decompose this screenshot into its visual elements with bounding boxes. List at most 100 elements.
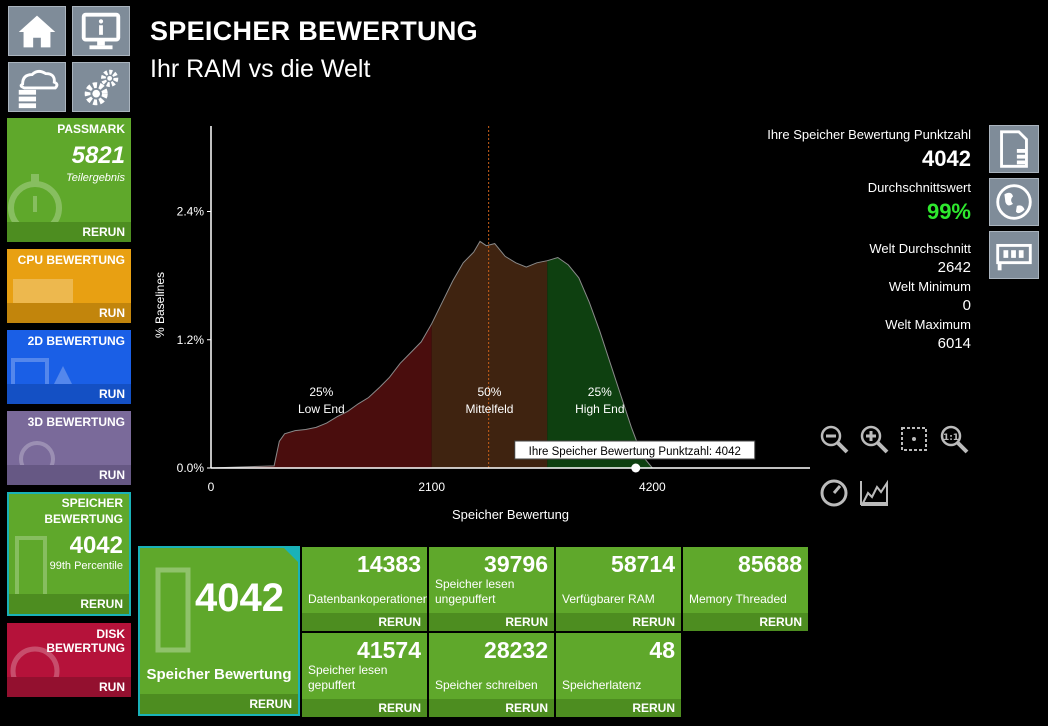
disk-title-2: BEWERTUNG [46,641,125,655]
subtest-label: Speicherlatenz [562,678,642,692]
chart-segment-percent: 25% [588,385,612,399]
3d-run-button[interactable]: RUN [7,465,131,485]
globe-icon[interactable] [989,178,1039,226]
page-title: SPEICHER BEWERTUNG [150,16,478,46]
svg-text:1:1: 1:1 [943,433,959,443]
subtest-rerun-button[interactable]: RERUN [683,613,808,631]
main-score-tile[interactable]: 4042 Speicher Bewertung RERUN [138,546,300,716]
memory-sub: 99th Percentile [49,560,123,572]
distribution-chart[interactable]: 0.0% 1.2% 2.4% 0 2100 4200 Speicher Bewertung%… [150,118,830,530]
subtest-value: 58714 [611,551,675,577]
subtest-tile[interactable]: 48 Speicherlatenz RERUN [556,633,681,717]
zoom-reset-icon[interactable]: 1:1 [938,423,970,455]
chart-y-tick-label: 0.0% [177,461,205,475]
report-icon[interactable] [989,125,1039,173]
chart-marker-tooltip-box [514,440,756,460]
2d-run-button[interactable]: RUN [7,384,131,404]
subtest-label: Speicher lesen gepuffert [308,663,388,692]
zoom-in-icon[interactable] [858,423,890,455]
main-score-label: Speicher Bewertung [146,666,292,683]
zoom-out-icon[interactable] [818,423,850,455]
home-icon[interactable] [8,6,66,56]
subtest-tile[interactable]: 14383 Datenbankoperationen RERUN [302,547,427,631]
cpu-tile[interactable]: CPU BEWERTUNG RUN [7,249,131,323]
chart-segment-area [211,323,432,468]
subtest-value: 85688 [738,551,802,577]
subtest-rerun-button[interactable]: RERUN [302,613,427,631]
chart-segment-name: High End [575,402,624,416]
average-label: Durchschnittswert [867,180,971,195]
subtest-value: 39796 [484,551,548,577]
world-average-label: Welt Durchschnitt [869,241,971,256]
disk-run-button[interactable]: RUN [7,677,131,697]
chart-distribution-line [210,240,810,469]
chart-y-tick-label: 1.2% [177,333,205,347]
world-minimum-value: 0 [962,297,971,314]
3d-tile[interactable]: 3D BEWERTUNG RUN [7,411,131,485]
chart-segment-area [431,241,548,468]
gears-icon[interactable] [72,62,130,112]
ram-card-icon[interactable] [989,231,1039,279]
subtest-label: Memory Threaded [689,592,787,606]
chart-y-axis-label: % Baselines [153,272,167,338]
2d-title: 2D BEWERTUNG [27,334,125,348]
subtest-value: 28232 [484,637,548,663]
world-average-value: 2642 [937,259,971,276]
world-maximum-value: 6014 [937,335,971,352]
chart-x-axis-label: Speicher Bewertung [452,507,569,522]
subtest-rerun-button[interactable]: RERUN [556,699,681,717]
selection-corner [284,548,298,562]
memory-title-2: BEWERTUNG [44,512,123,526]
passmark-sub: Teilergebnis [66,172,125,184]
cpu-run-button[interactable]: RUN [7,303,131,323]
chart-x-tick-label: 4200 [639,480,666,494]
ram-stick-icon [155,567,191,653]
passmark-title: PASSMARK [57,122,125,136]
subtest-rerun-button[interactable]: RERUN [429,613,554,631]
passmark-rerun-button[interactable]: RERUN [7,222,131,242]
memory-title-1: SPEICHER [61,496,123,510]
subtest-rerun-button[interactable]: RERUN [429,699,554,717]
subtest-label: Speicher schreiben [435,678,538,692]
chart-segment-area [547,257,810,468]
world-minimum-label: Welt Minimum [888,279,971,294]
passmark-score: 5821 [71,142,125,169]
subtest-tile[interactable]: 41574 Speicher lesen gepuffert RERUN [302,633,427,717]
memory-rerun-button[interactable]: RERUN [9,594,129,614]
chart-y-tick-label: 2.4% [177,205,205,219]
cloud-database-icon[interactable] [8,62,66,112]
your-score-value: 4042 [922,146,971,171]
chart-marker-tooltip-text: Ihre Speicher Bewertung Punktzahl: 4042 [529,446,741,458]
subtest-tile[interactable]: 28232 Speicher schreiben RERUN [429,633,554,717]
subtest-value: 14383 [357,551,421,577]
subtest-label: Datenbankoperationen [308,592,427,606]
disk-tile[interactable]: DISK BEWERTUNG RUN [7,623,131,697]
average-value: 99% [926,199,971,224]
page-subtitle: Ihr RAM vs die Welt [150,55,371,83]
memory-score: 4042 [69,532,123,559]
main-rerun-button[interactable]: RERUN [140,694,298,714]
gauge-icon[interactable] [818,477,850,509]
info-monitor-icon[interactable] [72,6,130,56]
3d-title: 3D BEWERTUNG [27,415,125,429]
2d-tile[interactable]: 2D BEWERTUNG RUN [7,330,131,404]
subtest-tile[interactable]: 85688 Memory Threaded RERUN [683,547,808,631]
passmark-tile[interactable]: PASSMARK 5821 Teilergebnis RERUN [7,118,131,242]
subtest-label: Verfügbarer RAM [562,592,655,606]
chart-x-tick-label: 2100 [418,480,445,494]
disk-title-1: DISK [96,627,125,641]
subtest-value: 41574 [357,637,421,663]
chart-segment-name: Mittelfeld [465,402,513,416]
chart-score-marker [631,463,641,473]
subtest-value: 48 [649,637,675,663]
cpu-title: CPU BEWERTUNG [17,253,125,267]
subtest-rerun-button[interactable]: RERUN [302,699,427,717]
fit-icon[interactable] [898,423,930,455]
subtest-rerun-button[interactable]: RERUN [556,613,681,631]
subtest-tile[interactable]: 39796 Speicher lesen ungepuffert RERUN [429,547,554,631]
subtest-label: Speicher lesen ungepuffert [435,577,515,606]
area-chart-icon[interactable] [858,477,890,509]
memory-tile[interactable]: SPEICHER BEWERTUNG 4042 99th Percentile … [7,492,131,616]
subtest-tile[interactable]: 58714 Verfügbarer RAM RERUN [556,547,681,631]
your-score-label: Ihre Speicher Bewertung Punktzahl [767,127,971,142]
